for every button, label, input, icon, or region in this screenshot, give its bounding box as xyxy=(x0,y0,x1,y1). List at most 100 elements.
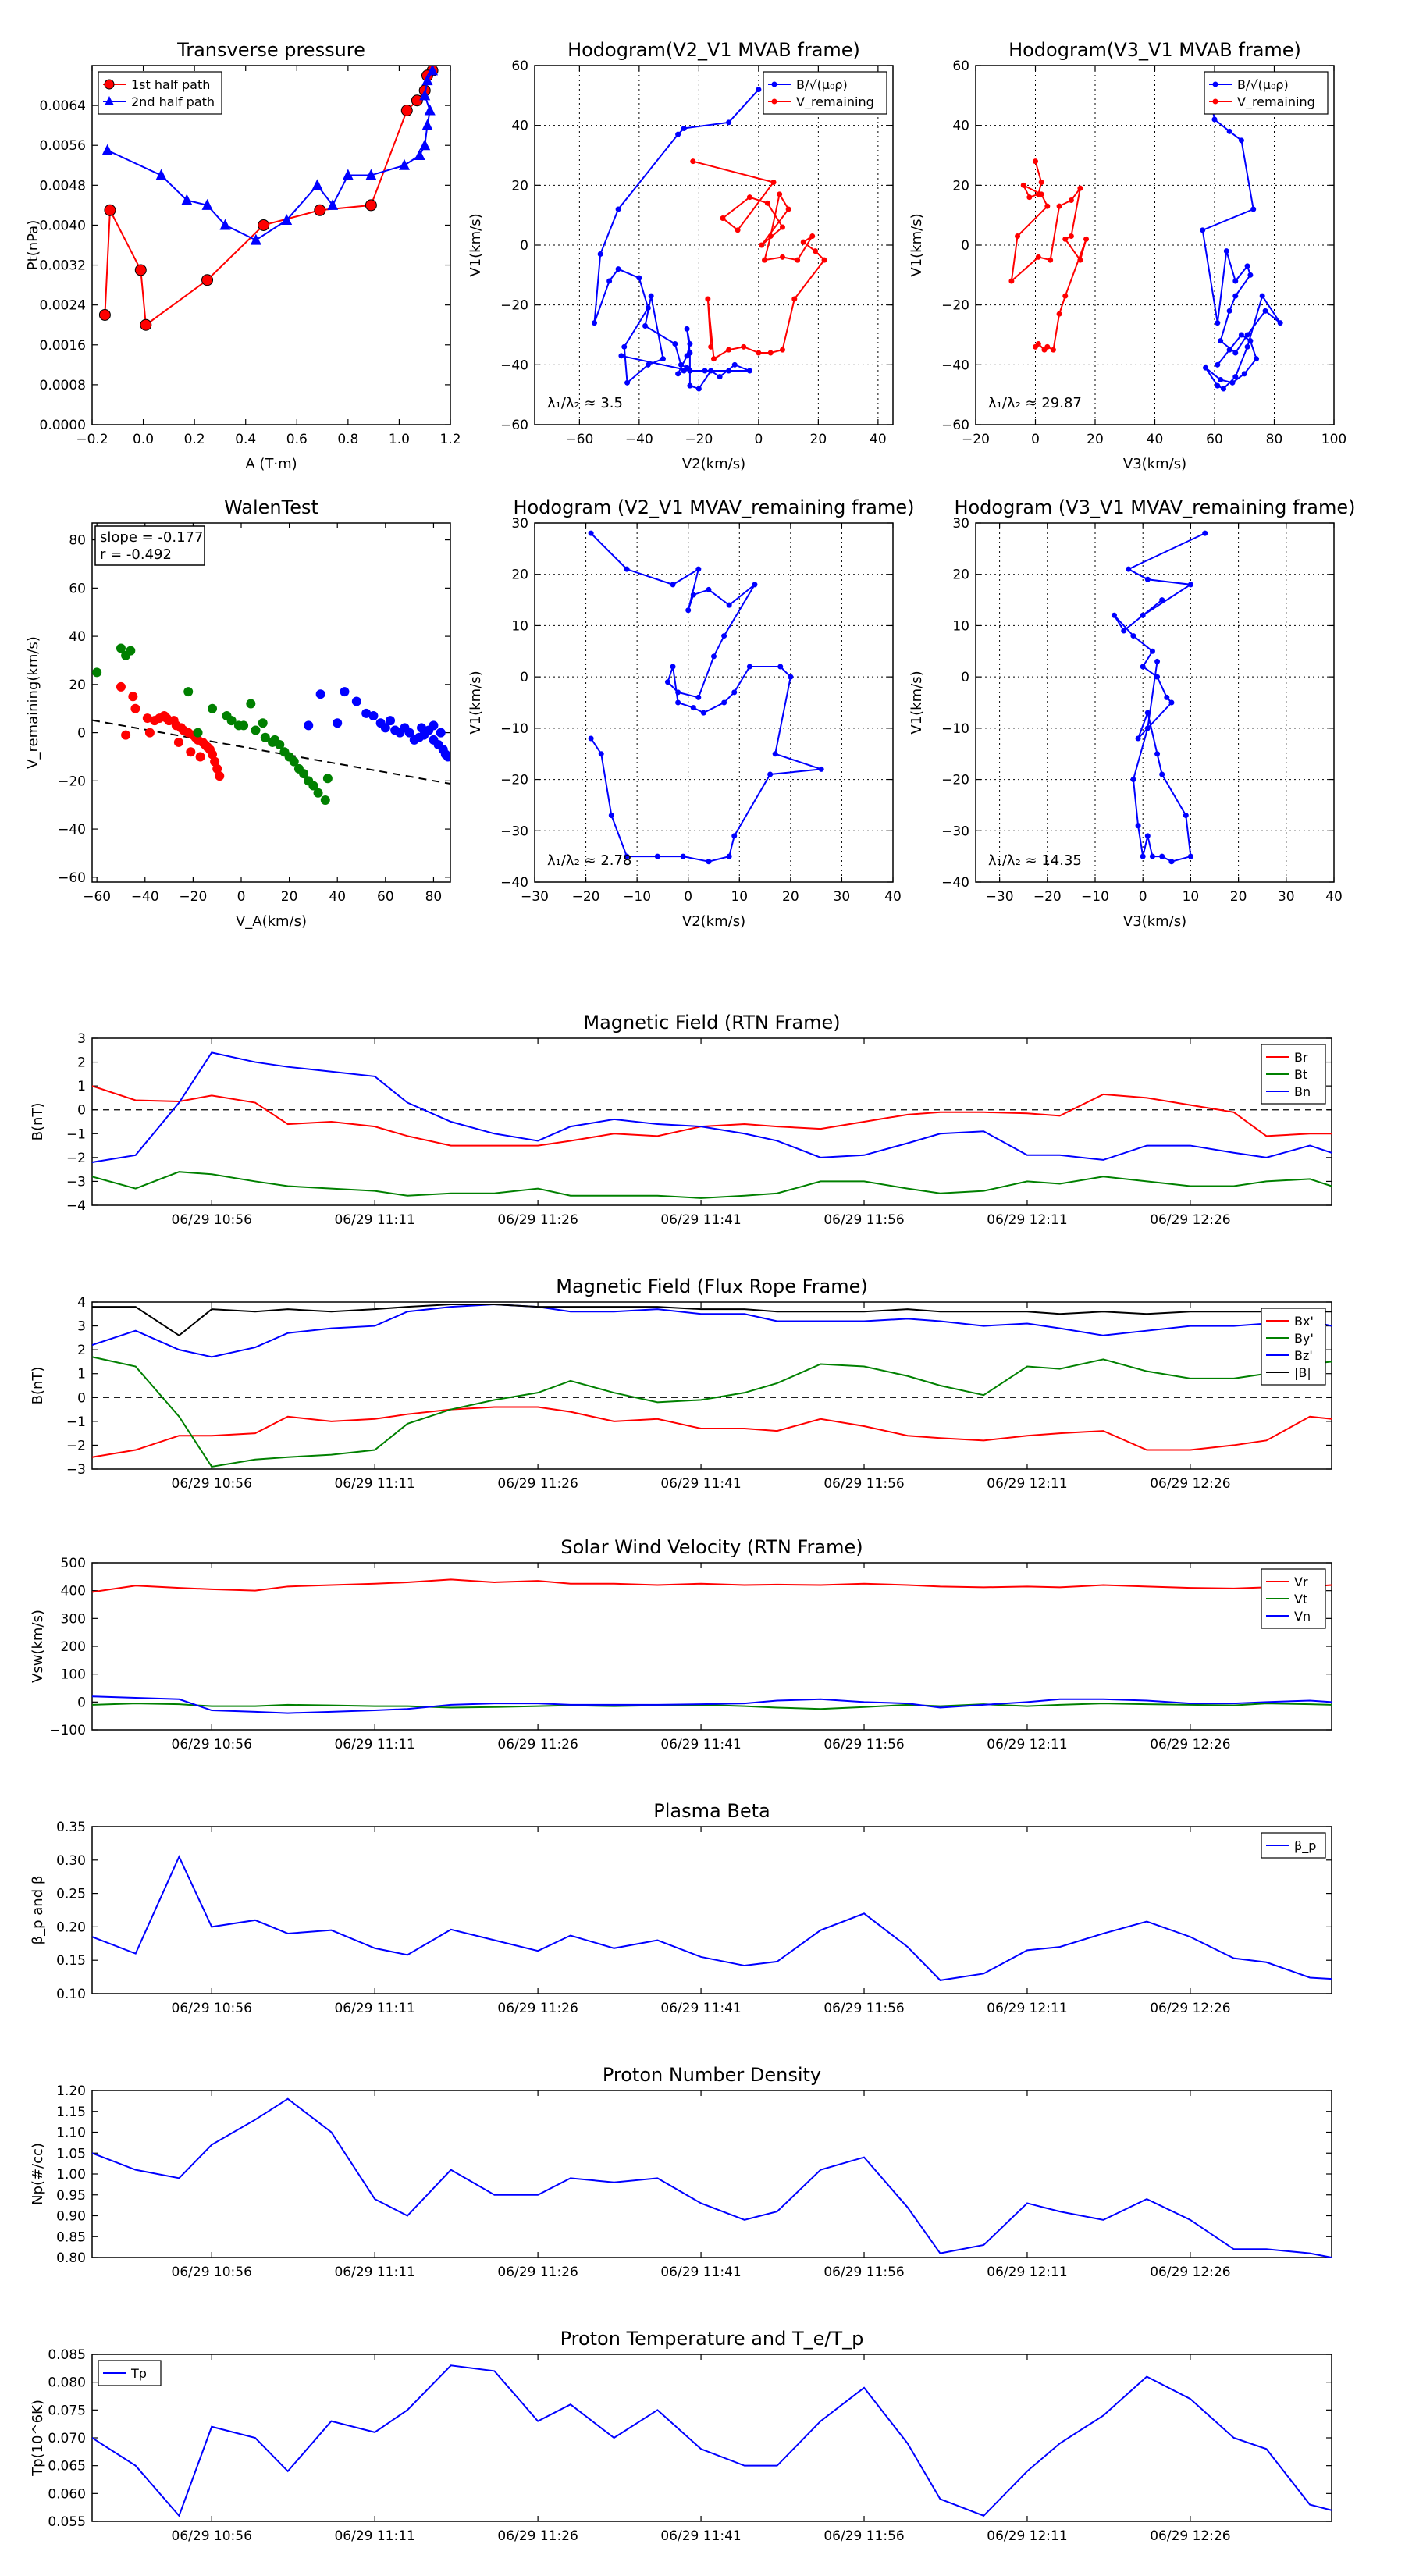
y-tick-label: 0 xyxy=(77,1390,86,1406)
data-point xyxy=(1277,320,1283,326)
data-point xyxy=(1203,365,1209,371)
data-point xyxy=(756,350,762,356)
data-point xyxy=(1056,311,1062,317)
x-tick-label: 06/29 11:56 xyxy=(823,2528,904,2544)
data-point xyxy=(1211,116,1218,123)
data-point xyxy=(1056,203,1062,209)
y-tick-label: 0 xyxy=(77,1695,86,1710)
y-tick-label: 4 xyxy=(77,1295,86,1311)
data-point xyxy=(1033,343,1038,350)
legend-label: Vt xyxy=(1294,1592,1307,1606)
data-point xyxy=(380,723,390,733)
data-point xyxy=(128,692,138,702)
y-axis-label: Pt(nPa) xyxy=(25,220,41,270)
y-tick-label: −100 xyxy=(49,1723,86,1738)
y-tick-label: −20 xyxy=(941,298,969,314)
legend-item-vt: Vt xyxy=(1266,1592,1307,1606)
y-tick-label: 30 xyxy=(511,516,528,532)
data-point xyxy=(1144,710,1151,716)
data-point xyxy=(1140,853,1146,859)
x-tick-label: 0 xyxy=(237,889,246,905)
data-point xyxy=(1159,771,1165,777)
data-point xyxy=(368,710,379,720)
data-point xyxy=(144,728,155,738)
data-point xyxy=(1008,278,1015,284)
legend-frame xyxy=(1261,1832,1326,1859)
data-point xyxy=(1183,813,1189,819)
legend-label: Vn xyxy=(1294,1609,1311,1624)
data-point xyxy=(1215,361,1221,368)
data-point xyxy=(365,199,377,212)
x-tick-label: 80 xyxy=(425,889,443,905)
x-axis-label: V_A(km/s) xyxy=(236,913,307,930)
data-point xyxy=(687,350,693,356)
plot-area xyxy=(98,66,439,331)
legend: Tp xyxy=(98,2360,162,2386)
x-tick-label: −0.2 xyxy=(76,432,108,447)
x-tick-label: 06/29 11:56 xyxy=(823,1476,904,1492)
data-point xyxy=(1044,203,1051,209)
y-tick-label: −40 xyxy=(941,875,969,891)
y-tick-label: −20 xyxy=(500,773,528,788)
x-axis-label: V3(km/s) xyxy=(1123,456,1186,472)
data-point xyxy=(741,343,747,350)
data-point xyxy=(752,582,758,588)
chart-title: Transverse pressure xyxy=(176,39,365,61)
plot-frame xyxy=(534,522,894,883)
legend: B/√(μ₀ρ) V_remaining xyxy=(763,71,887,115)
chart-title: Hodogram (V3_V1 MVAV_remaining frame) xyxy=(954,496,1355,518)
chart-p4: WalenTest V_A(km/s) V_remaining(km/s) −60 −4… xyxy=(25,496,451,930)
data-point xyxy=(351,696,361,706)
data-point xyxy=(1038,180,1044,185)
x-tick-label: 100 xyxy=(1321,432,1346,447)
plot-frame xyxy=(91,1037,1332,1206)
data-point xyxy=(1140,664,1146,670)
y-tick-label: 0.080 xyxy=(48,2375,86,2391)
x-tick-label: 06/29 12:11 xyxy=(987,2001,1067,2016)
data-point xyxy=(1187,853,1193,859)
y-tick-label: 1.05 xyxy=(56,2146,86,2161)
x-tick-label: 06/29 10:56 xyxy=(172,2528,252,2544)
data-point xyxy=(333,718,343,728)
y-tick-label: 20 xyxy=(511,568,528,583)
data-point xyxy=(795,257,801,263)
data-point xyxy=(424,104,436,116)
data-point xyxy=(695,386,702,392)
data-point xyxy=(821,257,827,263)
y-axis-label: Vsw(km/s) xyxy=(30,1610,46,1683)
data-point xyxy=(1077,257,1083,263)
data-point xyxy=(779,254,785,260)
x-tick-label: 06/29 11:56 xyxy=(823,2265,904,2280)
plot-frame xyxy=(91,2354,1332,2522)
data-point xyxy=(735,227,741,233)
plot-frame xyxy=(975,522,1335,883)
data-point xyxy=(98,308,111,321)
y-axis-label: B(nT) xyxy=(30,1103,46,1141)
legend-label: Tp xyxy=(130,2366,147,2381)
data-point xyxy=(270,735,280,745)
data-point xyxy=(779,224,785,230)
y-tick-label: 20 xyxy=(511,178,528,194)
x-tick-label: 06/29 11:41 xyxy=(660,1476,741,1492)
y-tick-label: 40 xyxy=(511,119,528,134)
data-point xyxy=(706,859,712,865)
series-line xyxy=(92,1304,1332,1337)
x-tick-label: 0 xyxy=(684,889,692,905)
chart-title: Proton Number Density xyxy=(603,2064,821,2086)
series-0000ff xyxy=(304,687,450,762)
data-point xyxy=(1226,308,1232,314)
data-point xyxy=(299,769,309,779)
data-point xyxy=(417,723,427,733)
y-tick-label: −10 xyxy=(941,721,969,737)
y-tick-label: 200 xyxy=(61,1639,86,1655)
x-tick-label: 0.2 xyxy=(184,432,205,447)
series-line xyxy=(593,88,759,390)
legend-item-1st-half-path: 1st half path xyxy=(103,77,210,92)
x-tick-label: 40 xyxy=(884,889,902,905)
data-point xyxy=(615,266,621,272)
data-point xyxy=(624,853,630,859)
data-point xyxy=(215,771,225,781)
x-tick-label: 06/29 11:56 xyxy=(823,2001,904,2016)
legend-label: Vr xyxy=(1294,1574,1308,1589)
